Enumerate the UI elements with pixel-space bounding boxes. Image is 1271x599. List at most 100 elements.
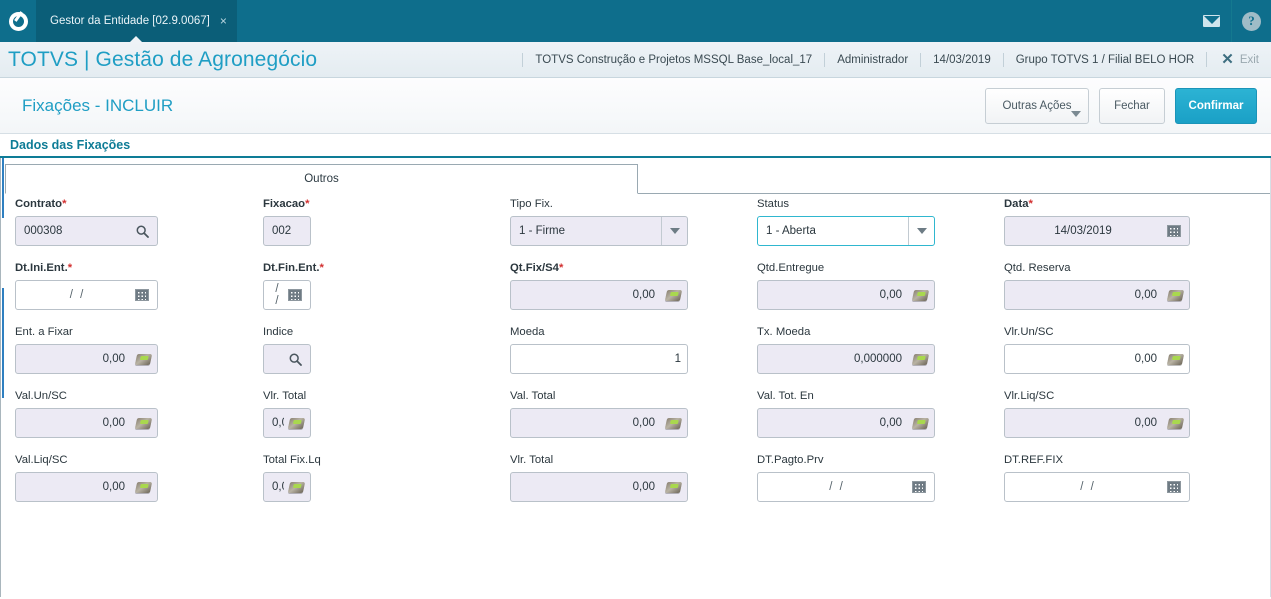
input-qtd-reserva[interactable]: 0,00 [1004,280,1190,310]
input-qtd-entregue[interactable]: 0,00 [757,280,935,310]
field-label-val-un-sc: Val.Un/SC [15,390,67,402]
calculator-icon[interactable] [1163,353,1187,365]
input-val-total[interactable]: 0,00 [510,408,688,438]
outras-acoes-label: Outras Ações [1002,99,1072,112]
field-label-fixacao: Fixacao* [263,198,310,210]
input-dt-ref-fix[interactable]: / / [1004,472,1190,502]
fechar-button[interactable]: Fechar [1099,87,1165,124]
input-tipo-fix[interactable]: 1 - Firme [510,216,688,246]
search-icon[interactable] [284,353,306,366]
input-moeda[interactable]: 1 [510,344,688,374]
calendar-icon[interactable] [129,289,155,301]
chevron-down-icon[interactable] [661,217,687,245]
input-contrato[interactable]: 000308 [15,216,158,246]
context-date: 14/03/2019 [920,52,1003,67]
input-indice[interactable] [263,344,311,374]
field-qt-fix-s4: Qt.Fix/S4* 0,00 [510,258,688,310]
field-label-contrato: Contrato* [15,198,67,210]
section-header: Dados das Fixações [0,134,1271,158]
mail-button[interactable] [1191,0,1231,42]
calculator-icon[interactable] [131,353,155,365]
caret-glyph [916,228,927,234]
action-bar: Fixações - INCLUIR Outras Ações Fechar C… [0,78,1271,134]
exit-button[interactable]: ✕ Exit [1206,52,1271,67]
calculator-icon[interactable] [908,353,932,365]
close-x-icon: ✕ [1221,51,1234,68]
input-value-val-tot-en: 0,00 [879,417,902,429]
calculator-icon[interactable] [661,417,685,429]
confirmar-button[interactable]: Confirmar [1175,87,1257,124]
product-bar: TOTVS | Gestão de Agronegócio TOTVS Cons… [0,42,1271,78]
calendar-glyph [135,289,149,301]
field-fixacao: Fixacao* 002 [263,194,311,246]
input-data[interactable]: 14/03/2019 [1004,216,1190,246]
chevron-down-icon[interactable] [908,217,934,245]
calculator-icon[interactable] [908,289,932,301]
close-icon[interactable]: × [219,14,227,28]
tab-strip-icons: ? [1191,0,1271,42]
input-qt-fix-s4[interactable]: 0,00 [510,280,688,310]
input-val-liq-sc[interactable]: 0,00 [15,472,158,502]
calculator-icon[interactable] [1163,289,1187,301]
input-value-ent-a-fixar: 0,00 [102,353,125,365]
field-qtd-reserva: Qtd. Reserva 0,00 [1004,258,1190,310]
input-vlr-total[interactable]: 0,00 [263,408,311,438]
field-tipo-fix: Tipo Fix. 1 - Firme [510,194,688,246]
calendar-icon[interactable] [282,289,308,301]
calendar-icon[interactable] [906,481,932,493]
calendar-icon[interactable] [1161,481,1187,493]
field-dt-ini-ent: Dt.Ini.Ent.* / / [15,258,158,310]
input-dt-ini-ent[interactable]: / / [15,280,158,310]
calculator-icon[interactable] [908,417,932,429]
input-value-fixacao: 002 [272,225,292,237]
field-total-fix-lq: Total Fix.Lq 0,00 [263,450,321,502]
field-val-liq-sc: Val.Liq/SC 0,00 [15,450,158,502]
field-label-vlr-liq-sc: Vlr.Liq/SC [1004,390,1055,402]
outras-acoes-button[interactable]: Outras Ações [985,87,1089,124]
input-dt-fin-ent[interactable]: / / [263,280,311,310]
left-scroll-rail[interactable] [1,158,5,597]
browser-tab[interactable]: Gestor da Entidade [02.9.0067] × [36,0,237,43]
input-val-un-sc[interactable]: 0,00 [15,408,158,438]
input-status[interactable]: 1 - Aberta [757,216,935,246]
input-vlr-total[interactable]: 0,00 [510,472,688,502]
exit-label: Exit [1239,53,1259,66]
input-value-tipo-fix: 1 - Firme [519,225,565,237]
field-label-qt-fix-s4: Qt.Fix/S4* [510,262,564,274]
browser-tab-label: Gestor da Entidade [02.9.0067] [50,15,210,27]
calculator-icon[interactable] [284,481,308,493]
input-tx-moeda[interactable]: 0,000000 [757,344,935,374]
calculator-icon[interactable] [284,417,308,429]
input-ent-a-fixar[interactable]: 0,00 [15,344,158,374]
context-info: TOTVS Construção e Projetos MSSQL Base_l… [522,50,1206,70]
calculator-icon[interactable] [661,289,685,301]
calculator-glyph [911,289,929,301]
input-value-qtd-reserva: 0,00 [1134,289,1157,301]
calculator-icon[interactable] [661,481,685,493]
input-value-tx-moeda: 0,000000 [854,353,902,365]
help-button[interactable]: ? [1231,0,1271,42]
input-value-data: 14/03/2019 [1054,225,1112,237]
input-total-fix-lq[interactable]: 0,00 [263,472,311,502]
input-dt-pagto-prv[interactable]: / / [757,472,935,502]
calculator-icon[interactable] [131,417,155,429]
calendar-icon[interactable] [1161,225,1187,237]
field-label-tipo-fix: Tipo Fix. [510,198,553,210]
tab-outros[interactable]: Outros [5,164,638,194]
input-fixacao[interactable]: 002 [263,216,311,246]
field-val-total: Val. Total 0,00 [510,386,688,438]
search-icon[interactable] [131,225,153,238]
form-content-area: Outros Contrato* 000308 Fixacao* 002 Tipo Fi… [0,158,1271,597]
input-val-tot-en[interactable]: 0,00 [757,408,935,438]
calculator-glyph [134,481,152,493]
input-vlr-liq-sc[interactable]: 0,00 [1004,408,1190,438]
form-row: Contrato* 000308 Fixacao* 002 Tipo Fix. 1 - F… [1,194,1270,258]
field-label-status: Status [757,198,790,210]
calculator-icon[interactable] [1163,417,1187,429]
field-label-qtd-reserva: Qtd. Reserva [1004,262,1071,274]
field-label-dt-pagto-prv: DT.Pagto.Prv [757,454,824,466]
calculator-icon[interactable] [131,481,155,493]
input-vlr-un-sc[interactable]: 0,00 [1004,344,1190,374]
product-title: TOTVS | Gestão de Agronegócio [8,47,318,71]
input-value-val-liq-sc: 0,00 [102,481,125,493]
